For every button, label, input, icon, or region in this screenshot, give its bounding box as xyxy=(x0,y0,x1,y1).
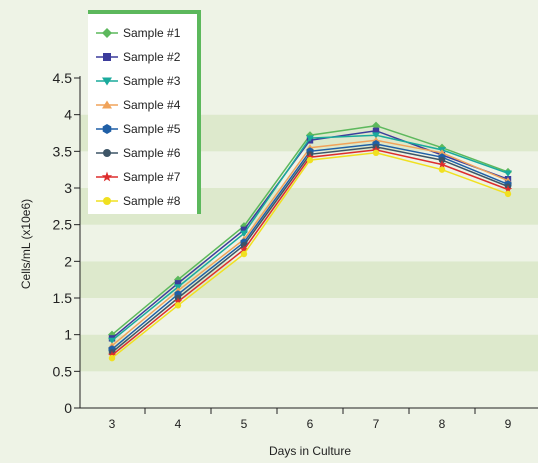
x-tick-label: 3 xyxy=(109,417,116,431)
data-point xyxy=(372,127,380,134)
legend-label: Sample #4 xyxy=(123,98,181,112)
data-point xyxy=(240,226,248,233)
legend-box xyxy=(88,12,199,214)
data-point xyxy=(437,160,447,169)
y-tick-label: 3 xyxy=(64,180,72,196)
data-point xyxy=(239,245,249,254)
legend-item: Sample #2 xyxy=(96,50,181,64)
legend-label: Sample #7 xyxy=(123,170,181,184)
data-point xyxy=(371,145,381,154)
legend-label: Sample #2 xyxy=(123,50,181,64)
legend-marker xyxy=(103,197,111,205)
legend-item: Sample #5 xyxy=(96,122,181,136)
y-tick-label: 1.5 xyxy=(53,290,73,306)
data-point xyxy=(438,149,446,156)
legend-item: Sample #8 xyxy=(96,194,181,208)
data-point xyxy=(504,190,512,198)
legend-item: Sample #1 xyxy=(96,26,181,40)
y-tick-label: 3.5 xyxy=(53,143,73,159)
data-point xyxy=(174,302,182,309)
legend-marker xyxy=(102,124,112,134)
data-point xyxy=(306,156,314,164)
series-8 xyxy=(108,149,512,362)
y-tick-label: 0 xyxy=(64,400,72,416)
y-tick-label: 4.5 xyxy=(53,70,73,86)
data-point xyxy=(174,280,182,287)
legend-label: Sample #1 xyxy=(123,26,181,40)
y-axis-title: Cells/mL (x10e6) xyxy=(19,199,33,289)
legend-label: Sample #3 xyxy=(123,74,181,88)
data-point xyxy=(504,170,512,177)
legend-marker xyxy=(102,28,112,38)
y-tick-label: 2 xyxy=(64,253,72,269)
series-layer xyxy=(107,121,513,362)
data-point xyxy=(107,350,117,359)
legend-label: Sample #8 xyxy=(123,194,181,208)
data-point xyxy=(108,337,116,345)
grid-band xyxy=(80,334,538,372)
data-point xyxy=(240,230,248,238)
x-tick-label: 6 xyxy=(307,417,314,431)
data-point xyxy=(306,135,314,142)
legend-label: Sample #5 xyxy=(123,122,181,136)
y-tick-label: 2.5 xyxy=(53,217,73,233)
legend-item: Sample #4 xyxy=(96,98,181,112)
legend-item: Sample #7 xyxy=(96,170,181,184)
data-point xyxy=(108,354,116,362)
legend-item: Sample #6 xyxy=(96,146,181,160)
data-point xyxy=(438,166,446,173)
x-tick-label: 4 xyxy=(175,417,182,431)
data-point xyxy=(372,149,380,156)
legend-label: Sample #6 xyxy=(123,146,181,160)
legend-item: Sample #3 xyxy=(96,74,181,88)
data-point xyxy=(372,132,380,139)
grid-band xyxy=(80,261,538,298)
data-point xyxy=(305,152,315,161)
x-tick-label: 7 xyxy=(373,417,380,431)
y-tick-label: 1 xyxy=(64,327,72,343)
grid-band xyxy=(80,371,538,408)
x-tick-label: 9 xyxy=(505,417,512,431)
legend: Sample #1 Sample #2 Sample #3 Sample #4 Samp… xyxy=(88,10,201,214)
x-tick-label: 5 xyxy=(241,417,248,431)
x-tick-label: 8 xyxy=(439,417,446,431)
y-tick-label: 0.5 xyxy=(53,363,73,379)
data-point xyxy=(240,250,248,258)
legend-marker xyxy=(102,77,112,86)
legend-border xyxy=(88,10,201,214)
legend-marker xyxy=(103,149,111,157)
data-point xyxy=(503,185,513,193)
legend-marker xyxy=(103,53,111,61)
grid-band xyxy=(80,224,538,262)
y-tick-label: 4 xyxy=(64,107,72,123)
x-axis-title: Days in Culture xyxy=(269,444,351,458)
legend-marker xyxy=(102,100,112,109)
data-point xyxy=(372,121,380,130)
legend-marker xyxy=(101,171,113,182)
data-point xyxy=(173,297,183,306)
axes: 0 0.5 1 1.5 2 2.5 3 3.5 4 4.5 3 4 5 6 7 8 9 xyxy=(53,70,538,431)
